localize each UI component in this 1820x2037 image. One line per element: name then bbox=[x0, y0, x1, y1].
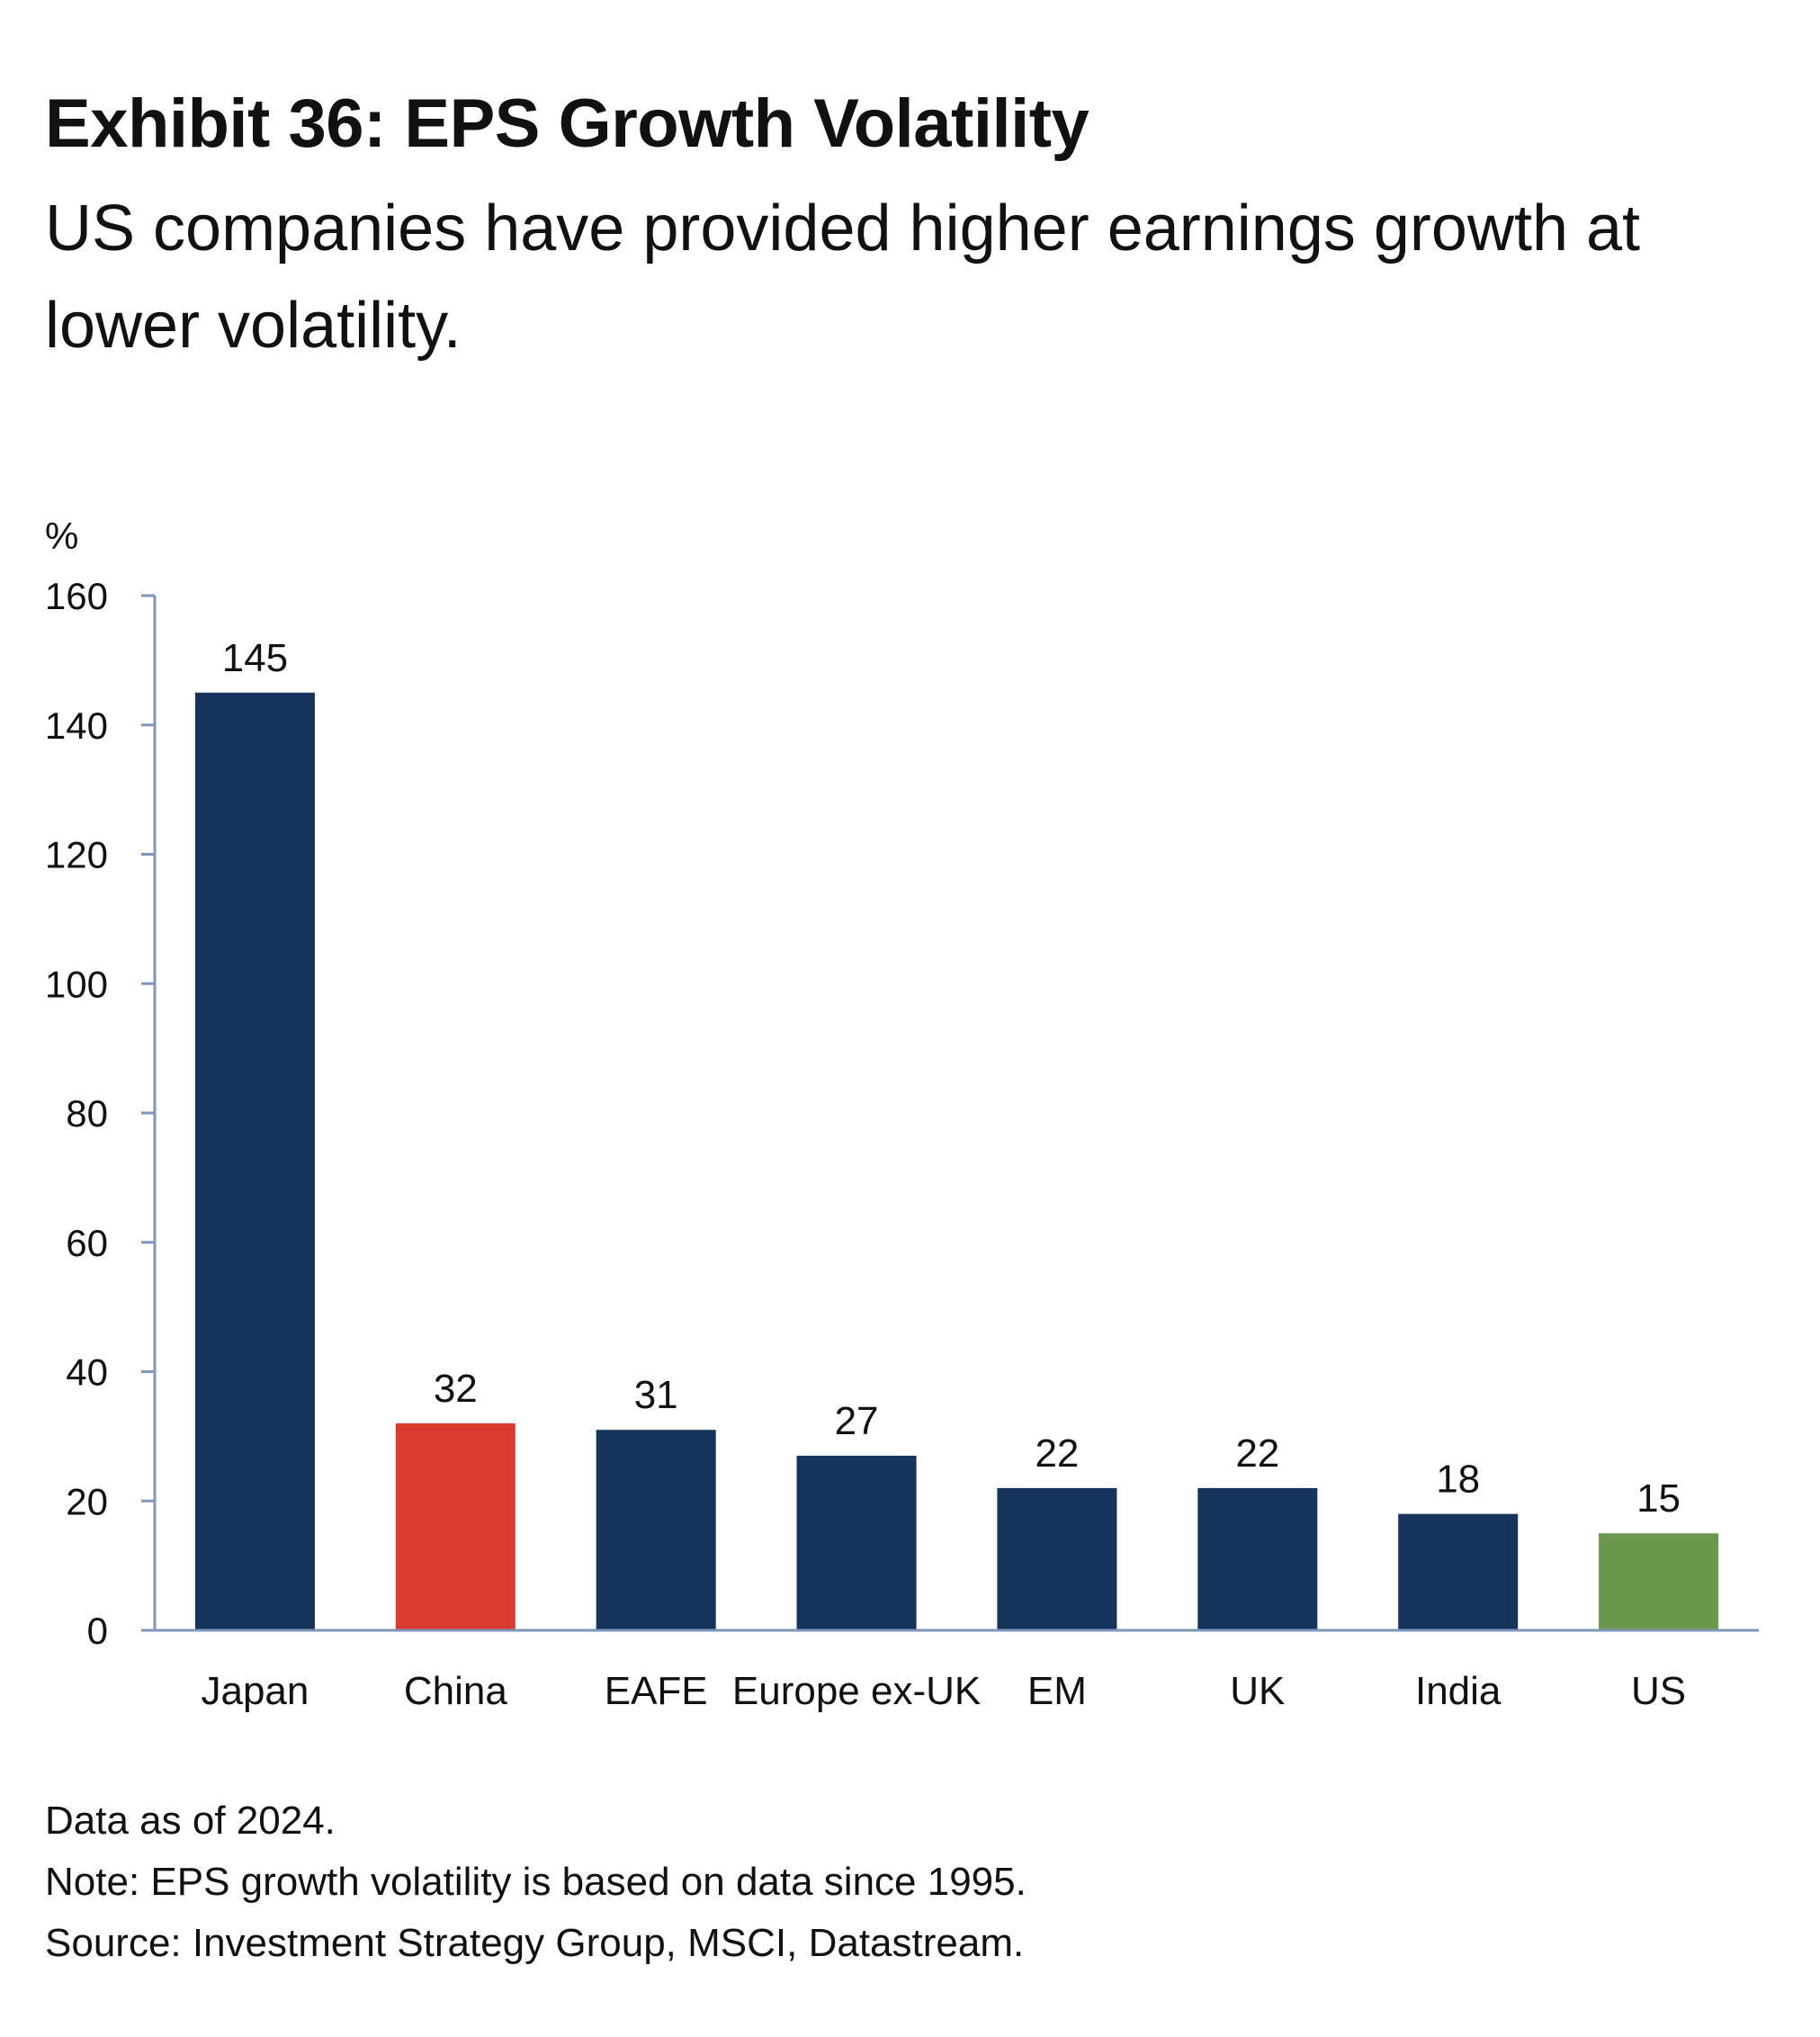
methodology-note: Note: EPS growth volatility is based on … bbox=[45, 1860, 1027, 1904]
y-tick-label: 120 bbox=[45, 834, 108, 876]
chart-title: Exhibit 36: EPS Growth Volatility bbox=[45, 85, 1089, 162]
value-labels-group: 145 32 31 27 22 22 18 15 bbox=[222, 636, 1681, 1521]
bar-em bbox=[997, 1487, 1117, 1630]
bars-group bbox=[194, 692, 1719, 1630]
y-axis: 0 20 40 60 80 100 120 140 160 bbox=[45, 575, 155, 1652]
bar-value-label: 32 bbox=[434, 1367, 478, 1411]
x-category-label: Japan bbox=[201, 1669, 309, 1713]
x-category-label: EAFE bbox=[605, 1669, 708, 1713]
y-tick-label: 0 bbox=[87, 1610, 108, 1652]
y-tick-label: 80 bbox=[66, 1092, 108, 1135]
bar-value-label: 145 bbox=[222, 636, 288, 680]
x-category-label: UK bbox=[1230, 1669, 1285, 1713]
x-category-label: US bbox=[1631, 1669, 1686, 1713]
bar-europe-ex-uk bbox=[796, 1455, 917, 1630]
x-category-label: China bbox=[404, 1669, 507, 1713]
bar-value-label: 15 bbox=[1636, 1476, 1681, 1521]
bar-value-label: 18 bbox=[1436, 1458, 1480, 1502]
source-note: Source: Investment Strategy Group, MSCI,… bbox=[45, 1921, 1025, 1965]
y-tick-label: 60 bbox=[66, 1222, 108, 1264]
y-axis-unit-label: % bbox=[45, 515, 78, 557]
bar-us bbox=[1599, 1533, 1719, 1630]
y-tick-label: 100 bbox=[45, 963, 108, 1005]
x-axis-labels: Japan China EAFE Europe ex-UK EM UK India US bbox=[201, 1669, 1686, 1713]
bar-japan bbox=[194, 692, 315, 1630]
y-tick-label: 160 bbox=[45, 575, 108, 617]
y-tick-label: 140 bbox=[45, 704, 108, 747]
bar-value-label: 22 bbox=[1035, 1431, 1079, 1476]
x-category-label: India bbox=[1415, 1669, 1502, 1713]
bar-eafe bbox=[596, 1430, 716, 1630]
bar-china bbox=[395, 1423, 516, 1630]
bar-value-label: 31 bbox=[634, 1373, 678, 1417]
data-as-of-note: Data as of 2024. bbox=[45, 1799, 336, 1843]
footnotes: Data as of 2024. Note: EPS growth volati… bbox=[45, 1790, 1027, 1974]
x-category-label: Europe ex-UK bbox=[732, 1669, 981, 1713]
x-category-label: EM bbox=[1027, 1669, 1087, 1713]
bar-india bbox=[1398, 1513, 1519, 1630]
bar-uk bbox=[1197, 1487, 1318, 1630]
chart-subtitle: US companies have provided higher earnin… bbox=[45, 193, 1641, 362]
bar-value-label: 27 bbox=[835, 1399, 879, 1443]
y-tick-label: 40 bbox=[66, 1351, 108, 1394]
y-tick-label: 20 bbox=[66, 1480, 108, 1522]
bar-value-label: 22 bbox=[1235, 1431, 1279, 1476]
